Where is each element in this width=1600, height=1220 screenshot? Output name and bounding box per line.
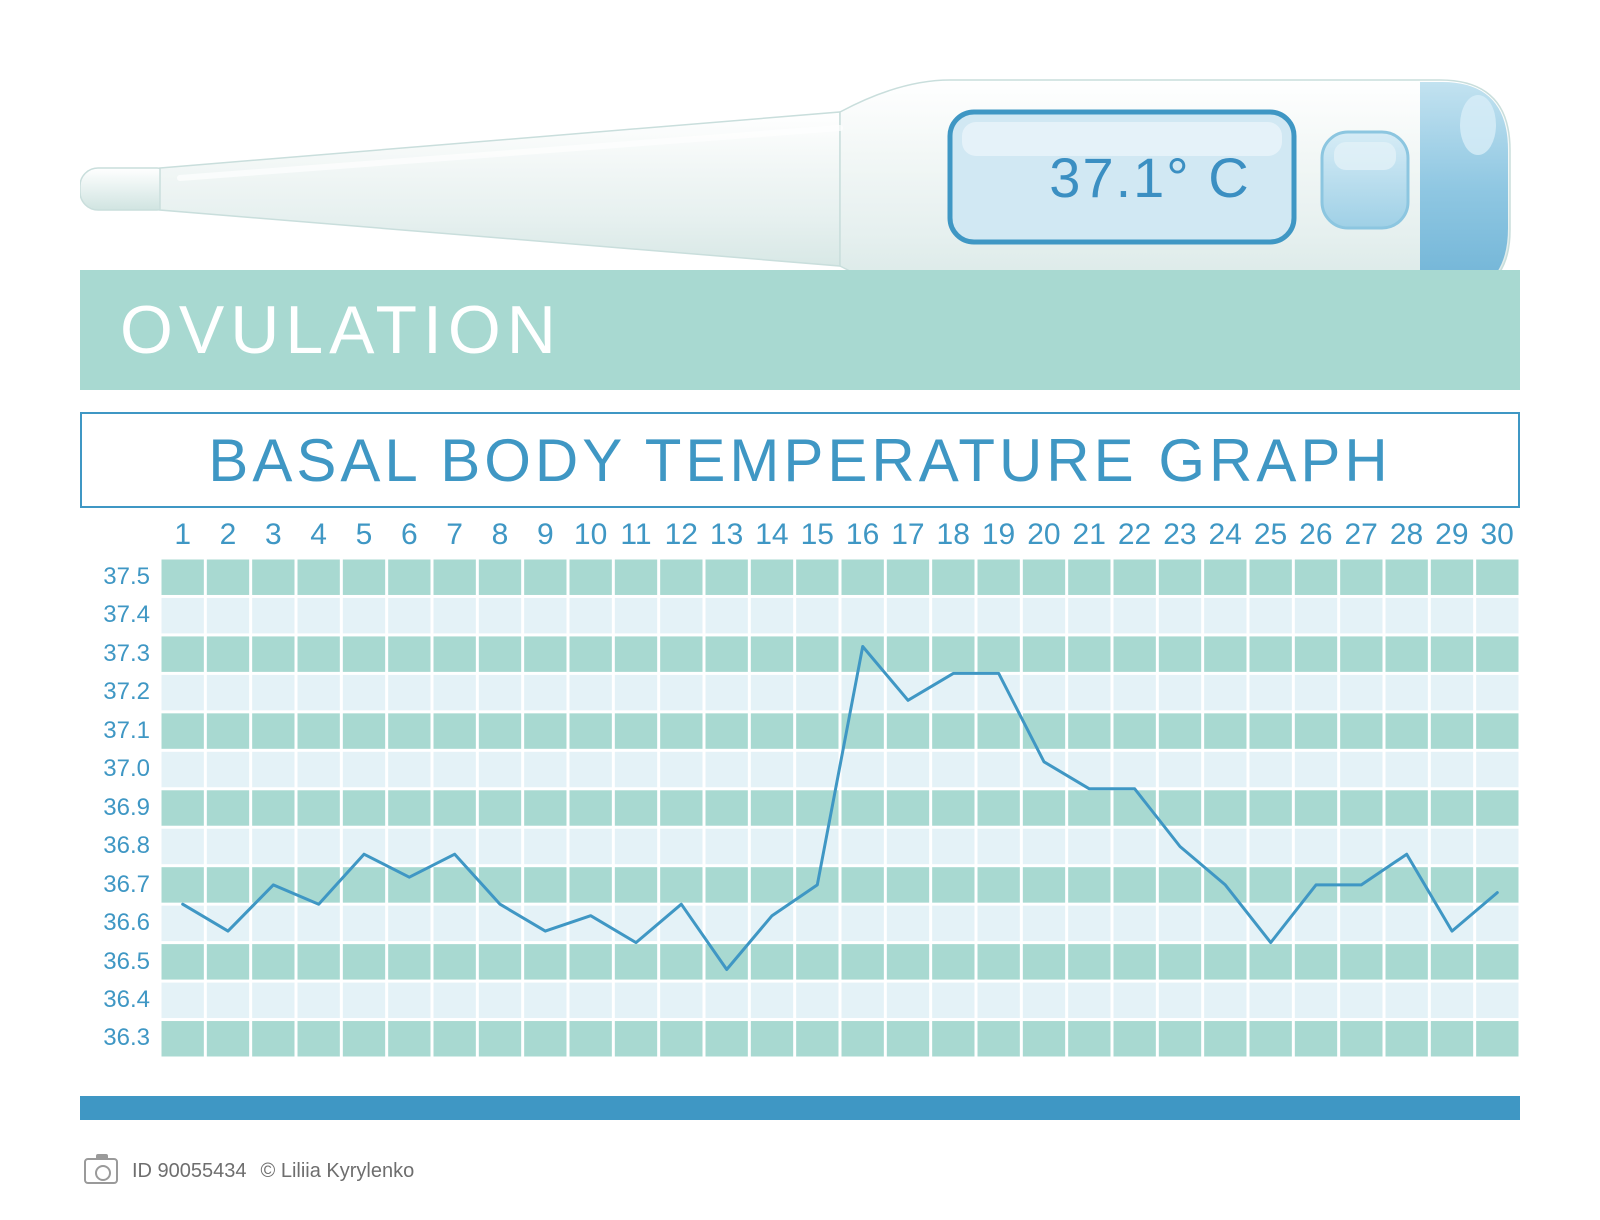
day-number: 11 bbox=[613, 518, 658, 552]
y-axis-label: 37.1 bbox=[80, 712, 158, 750]
x-axis-days: 1234567891011121314151617181920212223242… bbox=[80, 518, 1520, 552]
day-number: 3 bbox=[251, 518, 296, 552]
day-number: 12 bbox=[659, 518, 704, 552]
y-axis-label: 37.3 bbox=[80, 635, 158, 673]
credit-author: © Liliia Kyrylenko bbox=[261, 1160, 415, 1183]
y-axis-label: 36.7 bbox=[80, 866, 158, 904]
chart-title: BASAL BODY TEMPERATURE GRAPH bbox=[208, 426, 1391, 495]
y-axis-label: 36.5 bbox=[80, 943, 158, 981]
y-axis-label: 37.2 bbox=[80, 673, 158, 711]
credit-id: ID 90055434 bbox=[132, 1160, 247, 1183]
day-number: 18 bbox=[931, 518, 976, 552]
temperature-chart: 37.537.437.337.237.137.036.936.836.736.6… bbox=[80, 558, 1520, 1058]
day-number: 9 bbox=[523, 518, 568, 552]
chart-grid bbox=[160, 558, 1520, 1058]
day-number: 2 bbox=[205, 518, 250, 552]
ovulation-label: OVULATION bbox=[80, 291, 562, 369]
ovulation-band: OVULATION bbox=[80, 270, 1520, 390]
day-number: 14 bbox=[749, 518, 794, 552]
y-axis-label: 37.5 bbox=[80, 558, 158, 596]
day-number: 22 bbox=[1112, 518, 1157, 552]
day-number: 23 bbox=[1157, 518, 1202, 552]
y-axis-label: 36.3 bbox=[80, 1019, 158, 1057]
day-number: 21 bbox=[1067, 518, 1112, 552]
day-number: 4 bbox=[296, 518, 341, 552]
y-axis-labels: 37.537.437.337.237.137.036.936.836.736.6… bbox=[80, 558, 158, 1058]
y-axis-label: 37.0 bbox=[80, 750, 158, 788]
y-axis-label: 37.4 bbox=[80, 596, 158, 634]
day-number: 26 bbox=[1293, 518, 1338, 552]
y-axis-label: 36.9 bbox=[80, 789, 158, 827]
thermometer: 37.1° C bbox=[80, 70, 1520, 300]
day-number: 5 bbox=[341, 518, 386, 552]
day-number: 25 bbox=[1248, 518, 1293, 552]
day-number: 15 bbox=[795, 518, 840, 552]
day-number: 10 bbox=[568, 518, 613, 552]
y-axis-label: 36.8 bbox=[80, 827, 158, 865]
day-number: 13 bbox=[704, 518, 749, 552]
day-number: 27 bbox=[1339, 518, 1384, 552]
day-number: 17 bbox=[885, 518, 930, 552]
day-number: 28 bbox=[1384, 518, 1429, 552]
y-axis-label: 36.4 bbox=[80, 981, 158, 1019]
y-axis-label: 36.6 bbox=[80, 904, 158, 942]
day-number: 24 bbox=[1203, 518, 1248, 552]
day-number: 19 bbox=[976, 518, 1021, 552]
camera-icon bbox=[84, 1158, 118, 1184]
day-number: 16 bbox=[840, 518, 885, 552]
day-number: 20 bbox=[1021, 518, 1066, 552]
day-number: 30 bbox=[1475, 518, 1520, 552]
day-number: 6 bbox=[387, 518, 432, 552]
day-number: 8 bbox=[477, 518, 522, 552]
footer-bar bbox=[80, 1096, 1520, 1120]
day-number: 7 bbox=[432, 518, 477, 552]
image-credit: ID 90055434 © Liliia Kyrylenko bbox=[84, 1158, 414, 1184]
day-number: 29 bbox=[1429, 518, 1474, 552]
day-number: 1 bbox=[160, 518, 205, 552]
chart-title-box: BASAL BODY TEMPERATURE GRAPH bbox=[80, 412, 1520, 508]
thermometer-reading: 37.1° C bbox=[1000, 145, 1300, 210]
